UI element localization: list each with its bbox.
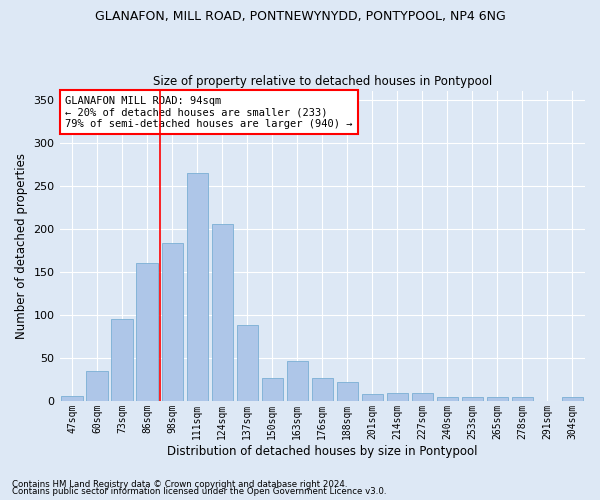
Bar [86,371,108,401]
Bar [437,396,458,401]
Bar [362,394,383,401]
Bar [287,362,308,401]
Bar [187,173,208,401]
Bar [562,398,583,401]
Bar [236,325,258,401]
Bar [462,398,483,401]
Bar [136,263,158,401]
Bar [512,398,533,401]
Y-axis label: Number of detached properties: Number of detached properties [15,153,28,339]
Title: Size of property relative to detached houses in Pontypool: Size of property relative to detached ho… [152,76,492,88]
Bar [412,393,433,401]
Bar [61,396,83,401]
Text: Contains HM Land Registry data © Crown copyright and database right 2024.: Contains HM Land Registry data © Crown c… [12,480,347,489]
X-axis label: Distribution of detached houses by size in Pontypool: Distribution of detached houses by size … [167,444,478,458]
Bar [487,398,508,401]
Text: GLANAFON MILL ROAD: 94sqm
← 20% of detached houses are smaller (233)
79% of semi: GLANAFON MILL ROAD: 94sqm ← 20% of detac… [65,96,352,129]
Bar [311,378,333,401]
Bar [212,224,233,401]
Bar [112,319,133,401]
Text: GLANAFON, MILL ROAD, PONTNEWYNYDD, PONTYPOOL, NP4 6NG: GLANAFON, MILL ROAD, PONTNEWYNYDD, PONTY… [95,10,505,23]
Bar [387,393,408,401]
Text: Contains public sector information licensed under the Open Government Licence v3: Contains public sector information licen… [12,487,386,496]
Bar [262,378,283,401]
Bar [337,382,358,401]
Bar [161,244,183,401]
